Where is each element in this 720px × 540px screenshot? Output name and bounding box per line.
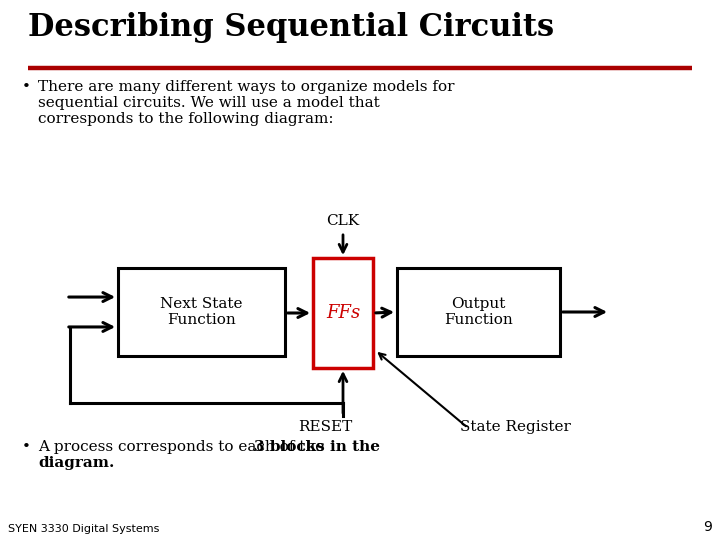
Text: State Register: State Register [460,420,571,434]
Text: CLK: CLK [326,214,359,228]
Text: Describing Sequential Circuits: Describing Sequential Circuits [28,12,554,43]
Text: corresponds to the following diagram:: corresponds to the following diagram: [38,112,333,126]
Text: SYEN 3330 Digital Systems: SYEN 3330 Digital Systems [8,524,159,534]
Text: 3 blocks in the: 3 blocks in the [254,440,380,454]
Text: There are many different ways to organize models for: There are many different ways to organiz… [38,80,454,94]
Bar [313,258,373,368]
Text: RESET: RESET [298,420,352,434]
Text: Output
Function: Output Function [444,297,513,327]
Text: sequential circuits. We will use a model that: sequential circuits. We will use a model… [38,96,379,110]
Text: diagram.: diagram. [38,456,114,470]
Text: Next State
Function: Next State Function [161,297,243,327]
Bar [118,268,285,356]
Text: 9: 9 [703,520,712,534]
Text: A process corresponds to each of the: A process corresponds to each of the [38,440,329,454]
Text: •: • [22,440,31,454]
Bar [397,268,560,356]
Text: •: • [22,80,31,94]
Text: FFs: FFs [326,304,360,322]
